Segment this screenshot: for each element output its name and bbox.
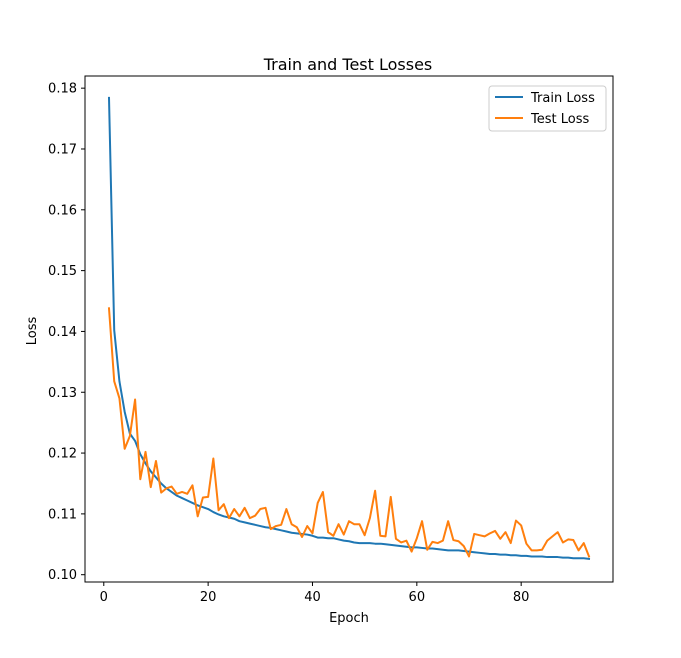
y-tick-label: 0.12 <box>48 447 77 462</box>
y-tick-label: 0.11 <box>48 507 77 522</box>
y-axis: 0.10 0.11 0.12 0.13 0.14 0.15 0.16 0.17 0.18 <box>48 82 85 583</box>
y-tick-label: 0.13 <box>48 386 77 401</box>
legend-label-test-loss: Test Loss <box>530 112 589 127</box>
series-layer <box>107 96 591 560</box>
y-tick-label: 0.17 <box>48 142 77 157</box>
series-line-train-loss <box>107 96 591 560</box>
chart-title: Train and Test Losses <box>263 55 433 74</box>
legend-label-train-loss: Train Loss <box>530 91 595 106</box>
x-axis-label: Epoch <box>329 611 369 626</box>
y-tick-label: 0.15 <box>48 264 77 279</box>
plot-area <box>85 76 613 582</box>
y-tick-label: 0.16 <box>48 203 77 218</box>
x-tick-label: 20 <box>200 590 217 605</box>
legend: Train Loss Test Loss <box>488 85 607 132</box>
plot-frame-fill <box>85 76 613 582</box>
x-tick-label: 0 <box>100 590 108 605</box>
series-line-test-loss <box>107 307 591 558</box>
y-tick-label: 0.10 <box>48 568 77 583</box>
y-tick-label: 0.14 <box>48 325 77 340</box>
x-axis: 0 20 40 60 80 <box>100 582 530 605</box>
plot-frame <box>84 75 614 583</box>
y-axis-label: Loss <box>25 317 40 346</box>
x-tick-label: 40 <box>304 590 321 605</box>
y-tick-label: 0.18 <box>48 82 77 97</box>
x-tick-label: 60 <box>409 590 426 605</box>
x-tick-label: 80 <box>513 590 530 605</box>
